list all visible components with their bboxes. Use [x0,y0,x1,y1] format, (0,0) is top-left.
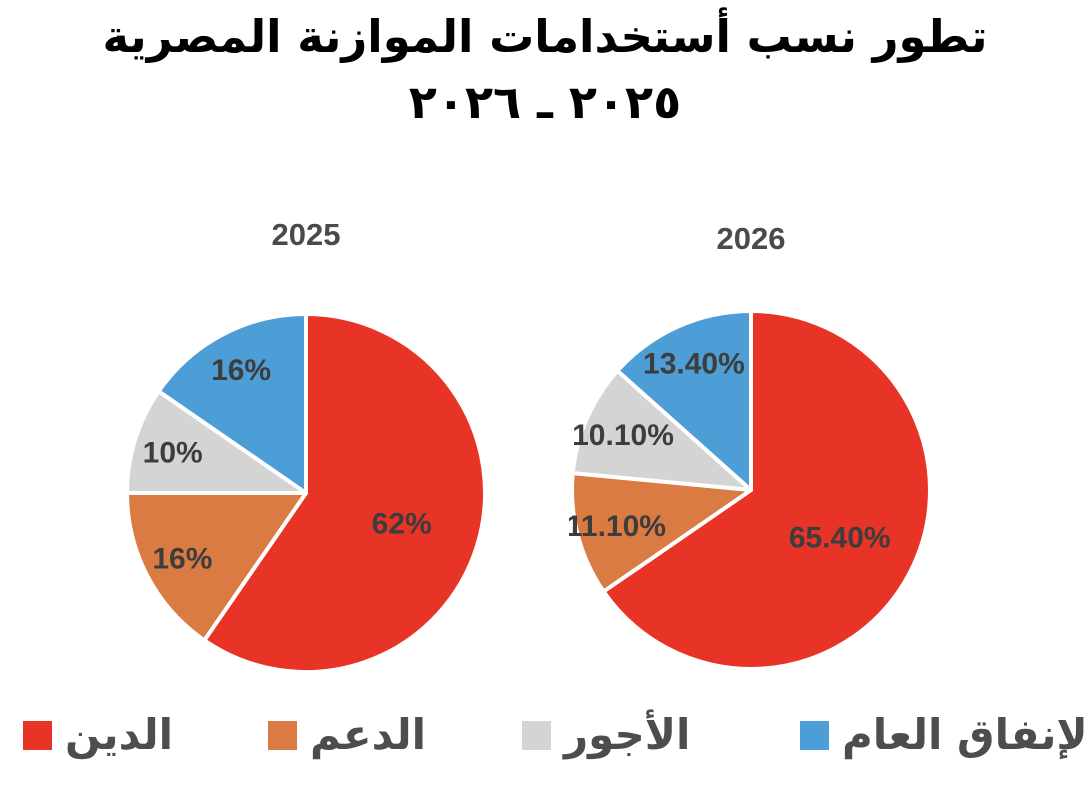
legend-item-subsidies: الدعم [268,704,426,766]
pie-slice-label-2026-3: 13.40% [643,347,745,380]
legend-label-public-spending: الإنفاق العام [842,710,1090,759]
chart-title-line2: ٢٠٢٥ ـ ٢٠٢٦ [408,75,682,130]
pie-slice-label-2026-0: 65.40% [789,521,891,554]
legend-label-wages: الأجور [564,710,691,759]
pie-slice-2025-0 [202,312,487,674]
pie-slice-label-2025-0: 62% [372,508,432,541]
chart-title: تطور نسب أستخدامات الموازنة المصرية ٢٠٢٥… [0,4,1090,136]
legend-item-wages: الأجور [522,704,690,766]
public-spending-swatch-icon [800,720,829,750]
pie-slice-label-2025-3: 16% [211,354,271,387]
subsidies-swatch-icon [268,720,297,750]
legend-label-subsidies: الدعم [310,710,427,759]
pie-slice-2025-1 [125,491,308,643]
chart-title-line1: تطور نسب أستخدامات الموازنة المصرية [102,10,988,63]
legend-item-debt: الدين [23,704,173,766]
pie-slice-2026-3 [615,309,753,492]
pie-slice-2025-3 [156,312,308,495]
pie-slice-label-2025-1: 16% [152,543,212,576]
pie-slice-label-2026-1: 11.10% [569,510,666,543]
debt-swatch-icon [23,720,52,750]
pie-slice-2026-2 [570,368,753,492]
pie-chart-2025: 62% 16% 10% 16% [125,312,487,674]
pie-2025-year-label: 2025 [271,217,341,252]
pie-chart-2026: 65.40% 11.10% 10.10% 13.40% [569,309,932,671]
pie-slice-2026-1 [570,471,753,594]
pie-slice-label-2026-2: 10.10% [572,419,674,452]
wages-swatch-icon [522,720,551,750]
pie-slice-label-2025-2: 10% [143,436,203,469]
pie-2026-year-label: 2026 [716,221,786,256]
legend-label-debt: الدين [65,710,173,759]
pie-slice-2025-2 [125,389,308,495]
pie-slice-2026-0 [601,309,932,671]
legend-item-public-spending: الإنفاق العام [800,704,1090,766]
